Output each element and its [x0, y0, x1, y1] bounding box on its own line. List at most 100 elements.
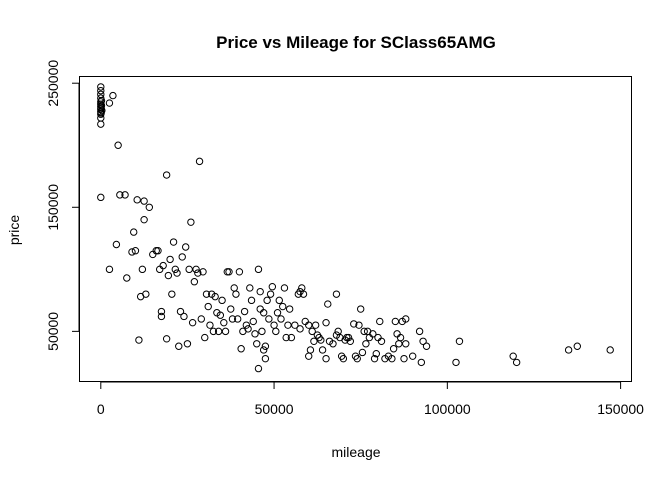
data-point — [237, 345, 245, 353]
data-point — [284, 321, 292, 329]
data-point — [133, 196, 141, 204]
data-point — [162, 171, 171, 179]
data-point — [216, 311, 225, 319]
data-point — [266, 290, 275, 298]
data-point — [268, 282, 277, 291]
data-point — [391, 317, 400, 326]
data-point — [214, 327, 223, 336]
data-point — [202, 290, 211, 298]
y-tick-label: 50000 — [45, 312, 61, 351]
data-point — [355, 321, 363, 329]
data-point — [171, 265, 179, 274]
data-point — [346, 337, 355, 345]
data-point — [195, 157, 204, 166]
data-point — [317, 336, 325, 344]
data-point — [376, 317, 384, 326]
data-point — [135, 336, 143, 344]
y-tick-label: 250000 — [45, 60, 61, 107]
data-point — [273, 309, 282, 317]
data-point — [415, 327, 424, 336]
data-point — [372, 350, 380, 358]
data-point — [369, 330, 377, 338]
data-point — [251, 330, 259, 338]
data-point — [422, 342, 431, 350]
x-tick-label: 150000 — [597, 401, 644, 417]
data-point — [201, 333, 209, 342]
data-point — [253, 340, 261, 348]
data-point — [97, 96, 106, 105]
data-point — [606, 346, 614, 354]
data-point — [97, 83, 105, 91]
data-point — [180, 312, 188, 321]
x-axis-label: mileage — [331, 444, 380, 460]
data-point — [249, 317, 257, 326]
data-point — [227, 305, 235, 313]
data-point — [97, 193, 105, 202]
data-point — [188, 318, 197, 327]
data-point — [296, 325, 304, 333]
data-point — [173, 269, 181, 277]
data-point — [370, 354, 379, 363]
data-point — [142, 290, 150, 298]
data-point — [166, 255, 174, 264]
data-point — [396, 333, 405, 342]
data-point — [97, 90, 105, 99]
data-point — [332, 290, 341, 298]
data-point — [97, 101, 106, 110]
data-point — [168, 290, 176, 298]
data-point — [164, 271, 173, 280]
data-point — [258, 327, 266, 336]
data-point — [192, 265, 200, 274]
data-point — [244, 325, 252, 333]
data-point — [291, 321, 299, 329]
data-point — [322, 318, 330, 327]
data-point — [97, 109, 105, 117]
data-point — [311, 321, 320, 329]
data-point — [350, 320, 358, 328]
x-tick-label: 0 — [97, 401, 105, 417]
data-point — [393, 330, 401, 338]
data-point — [279, 302, 287, 311]
data-point — [299, 290, 308, 298]
data-point — [254, 364, 263, 373]
data-point — [573, 342, 581, 350]
data-point — [128, 248, 136, 256]
y-tick-label: 150000 — [45, 184, 61, 231]
data-point — [181, 243, 190, 251]
data-point — [305, 352, 313, 360]
data-point — [452, 358, 460, 367]
plot-frame — [79, 76, 632, 382]
data-point — [339, 354, 348, 363]
data-point — [175, 342, 183, 350]
data-point — [400, 354, 408, 363]
data-point — [310, 337, 318, 345]
data-point — [154, 247, 162, 255]
data-point — [270, 321, 278, 329]
data-point — [334, 327, 342, 336]
data-point — [123, 274, 131, 282]
data-point — [121, 191, 129, 199]
data-point — [512, 358, 521, 367]
data-point — [261, 354, 270, 363]
data-point — [332, 331, 341, 339]
data-point — [329, 340, 337, 348]
data-point — [261, 342, 270, 350]
data-point — [344, 333, 353, 342]
data-point — [324, 300, 332, 308]
data-point — [306, 346, 315, 354]
data-point — [272, 327, 280, 336]
data-point — [112, 240, 121, 249]
data-point — [374, 333, 382, 342]
data-point — [362, 340, 370, 348]
data-point — [157, 312, 166, 321]
data-point — [140, 197, 148, 205]
data-point — [353, 354, 361, 363]
x-tick-label: 100000 — [424, 401, 471, 417]
data-point — [247, 296, 256, 305]
data-point — [395, 340, 403, 348]
data-point — [97, 86, 105, 95]
data-point — [221, 327, 230, 336]
data-point — [162, 335, 171, 343]
data-point — [233, 315, 242, 323]
data-point — [282, 333, 290, 342]
